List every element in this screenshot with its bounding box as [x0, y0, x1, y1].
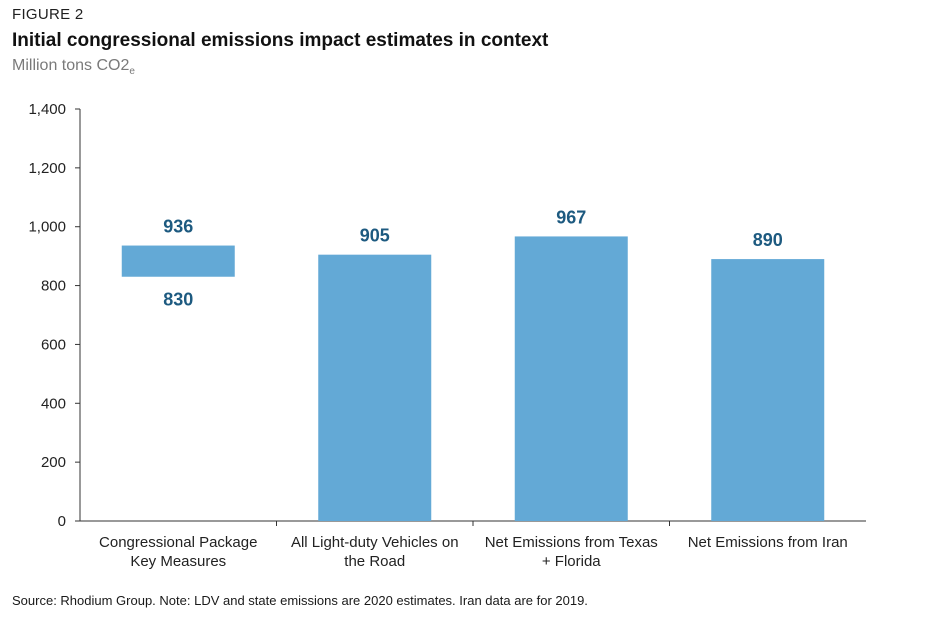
bar: [514, 236, 628, 521]
figure-label: FIGURE 2: [12, 6, 84, 23]
y-tick-label: 600: [41, 336, 66, 353]
bar-value-label: 890: [753, 230, 783, 250]
x-category-label: Net Emissions from Texas: [485, 534, 658, 551]
bar: [318, 254, 432, 521]
y-tick-label: 1,400: [28, 101, 66, 118]
x-category-label: the Road: [344, 553, 405, 570]
y-tick-label: 0: [58, 513, 66, 530]
y-tick-label: 400: [41, 395, 66, 412]
subtitle-unit-subscript: e: [129, 66, 135, 78]
bar-value-label: 905: [360, 226, 390, 246]
bar-value-label: 936: [163, 217, 193, 237]
x-category-label: Net Emissions from Iran: [688, 534, 848, 551]
x-category-label: Congressional Package: [99, 534, 257, 551]
bar-value-label: 967: [556, 207, 586, 227]
y-tick-label: 1,000: [28, 219, 66, 236]
bar-low-value-label: 830: [163, 290, 193, 310]
x-category-label: All Light-duty Vehicles on: [291, 534, 459, 551]
y-tick-label: 1,200: [28, 160, 66, 177]
chart-title: Initial congressional emissions impact e…: [12, 30, 549, 51]
bar: [121, 245, 235, 277]
chart-subtitle: Million tons CO2e: [12, 57, 135, 77]
x-category-label: + Florida: [542, 553, 601, 570]
y-tick-label: 200: [41, 454, 66, 471]
subtitle-unit: Million tons CO2: [12, 57, 130, 74]
y-tick-label: 800: [41, 278, 66, 295]
bar: [711, 259, 825, 521]
source-note: Source: Rhodium Group. Note: LDV and sta…: [12, 593, 588, 608]
x-category-label: Key Measures: [130, 553, 226, 570]
